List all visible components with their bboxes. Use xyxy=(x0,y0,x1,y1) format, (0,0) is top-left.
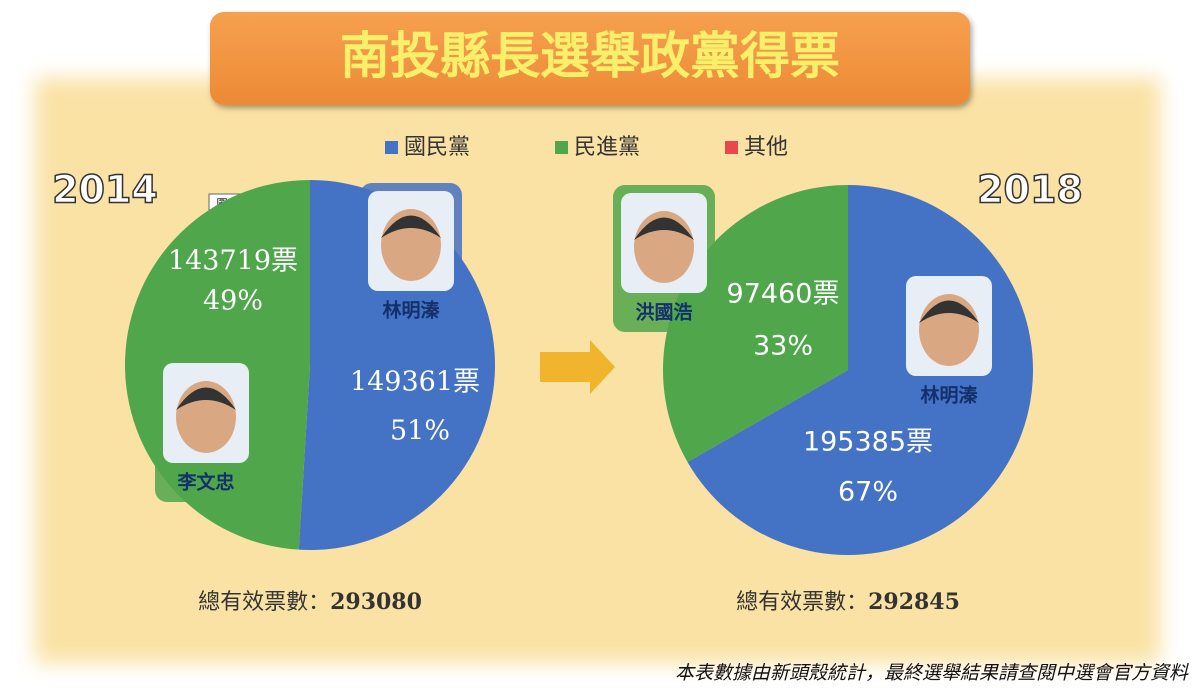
value-label: 143719票 xyxy=(168,246,298,277)
arrow xyxy=(540,340,615,394)
total: 總有效票數：292845 xyxy=(736,589,960,615)
total-label: 總有效票數： xyxy=(198,590,330,615)
candidate-name: 林明溱 xyxy=(920,384,977,407)
share-label: 51% xyxy=(390,416,450,447)
candidate-name: 林明溱 xyxy=(382,299,439,322)
candidate-photo: 林明溱 xyxy=(360,183,462,330)
legend-label: 國民黨 xyxy=(404,135,470,160)
title-box xyxy=(210,12,970,105)
hair xyxy=(634,217,694,240)
footnote: 本表數據由新頭殼統計，最終選舉結果請查閱中選會官方資料 xyxy=(675,662,1189,684)
legend-swatch xyxy=(555,141,568,154)
total: 總有效票數：293080 xyxy=(198,589,422,615)
candidate-photo: 洪國浩 xyxy=(613,185,715,332)
hair xyxy=(381,215,441,238)
legend-label: 其他 xyxy=(744,135,788,160)
candidate-name: 李文忠 xyxy=(176,471,234,494)
legend-swatch xyxy=(725,141,738,154)
year-label: 2014 xyxy=(52,168,158,212)
legend-label: 民進黨 xyxy=(574,135,640,160)
total-label: 總有效票數： xyxy=(736,590,868,615)
value-label: 97460票 xyxy=(727,279,840,310)
charts: 圖表區149361票51%林明溱143719票49%李文忠2014總有效票數：2… xyxy=(51,167,1083,615)
share-label: 33% xyxy=(753,331,813,362)
hair xyxy=(919,300,979,323)
share-label: 49% xyxy=(203,286,263,317)
hair xyxy=(176,387,236,410)
year-label: 2018 xyxy=(977,168,1083,212)
candidate-photo: 李文忠 xyxy=(155,355,257,502)
title: 南投縣長選舉政黨得票 xyxy=(340,26,840,85)
total-value: 292845 xyxy=(868,589,960,615)
value-label: 195385票 xyxy=(803,427,933,458)
legend: 國民黨 民進黨 其他 xyxy=(385,135,788,160)
legend-swatch xyxy=(385,141,398,154)
share-label: 67% xyxy=(838,477,898,508)
value-label: 149361票 xyxy=(350,367,480,398)
total-value: 293080 xyxy=(330,589,422,615)
candidate-photo: 林明溱 xyxy=(898,268,1000,415)
candidate-name: 洪國浩 xyxy=(635,302,692,324)
